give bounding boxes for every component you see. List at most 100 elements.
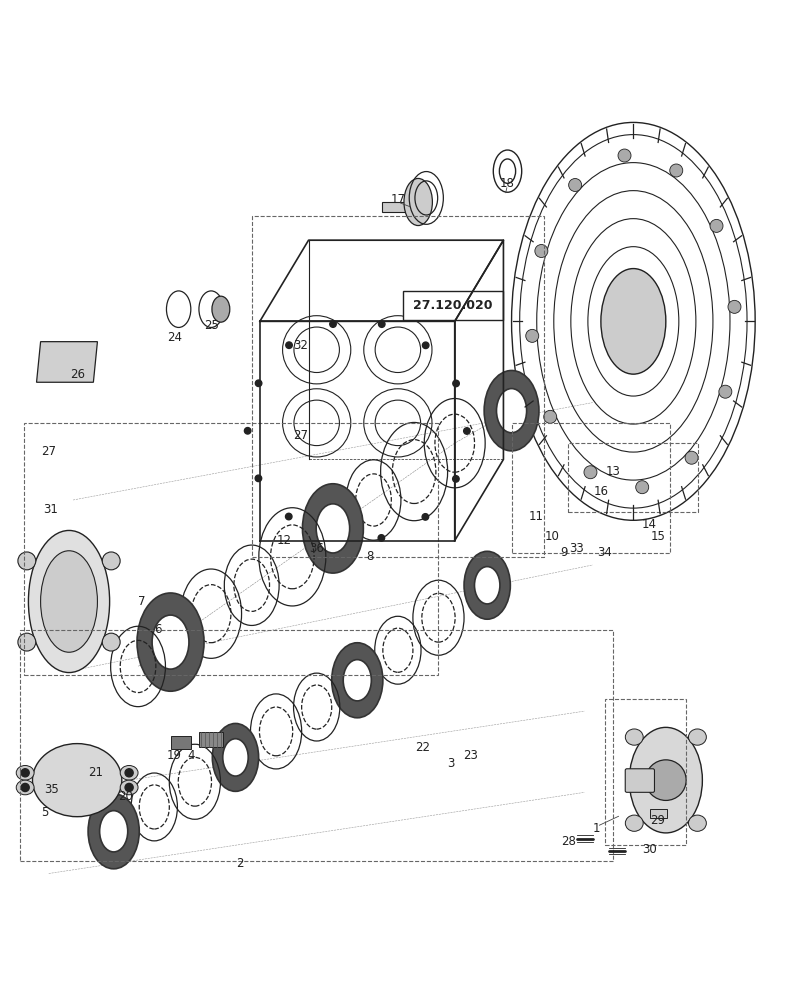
Ellipse shape — [629, 727, 702, 833]
Text: 8: 8 — [365, 550, 373, 563]
Ellipse shape — [88, 794, 139, 869]
Circle shape — [378, 321, 384, 327]
Circle shape — [718, 385, 731, 398]
Circle shape — [645, 760, 685, 800]
Text: 9: 9 — [560, 546, 568, 559]
Text: 27.120.020: 27.120.020 — [413, 299, 492, 312]
Bar — [604, 699, 685, 845]
Text: 34: 34 — [597, 546, 611, 559]
Circle shape — [635, 481, 648, 494]
Bar — [170, 736, 191, 749]
Ellipse shape — [212, 296, 230, 322]
Ellipse shape — [302, 484, 363, 573]
Circle shape — [453, 380, 459, 387]
Bar — [199, 732, 223, 747]
Text: 12: 12 — [277, 534, 291, 547]
Text: 27: 27 — [293, 429, 307, 442]
Text: 24: 24 — [167, 331, 182, 344]
Circle shape — [329, 321, 336, 327]
Text: 6: 6 — [154, 623, 162, 636]
Ellipse shape — [102, 552, 120, 570]
Circle shape — [709, 219, 722, 232]
Ellipse shape — [18, 633, 36, 651]
Ellipse shape — [16, 780, 34, 795]
Ellipse shape — [496, 389, 526, 433]
Text: 30: 30 — [642, 843, 656, 856]
Circle shape — [21, 783, 29, 792]
Ellipse shape — [120, 765, 138, 780]
Ellipse shape — [688, 729, 706, 745]
Text: 16: 16 — [593, 485, 607, 498]
Circle shape — [534, 245, 547, 258]
Ellipse shape — [152, 615, 189, 669]
FancyBboxPatch shape — [624, 769, 654, 792]
Text: 3: 3 — [446, 757, 454, 770]
Ellipse shape — [315, 504, 350, 553]
Text: 10: 10 — [544, 530, 559, 543]
Ellipse shape — [32, 744, 122, 817]
Text: 27: 27 — [41, 445, 56, 458]
Circle shape — [255, 475, 261, 482]
Ellipse shape — [483, 370, 539, 451]
Circle shape — [125, 783, 133, 792]
Text: 33: 33 — [569, 542, 583, 555]
Bar — [381, 202, 410, 212]
Text: 19: 19 — [167, 749, 182, 762]
Text: 21: 21 — [88, 766, 103, 779]
Circle shape — [244, 428, 251, 434]
Text: 35: 35 — [44, 783, 58, 796]
Text: 13: 13 — [605, 465, 620, 478]
Text: 20: 20 — [118, 790, 133, 803]
Ellipse shape — [222, 739, 248, 776]
Bar — [568, 443, 697, 512]
Bar — [649, 809, 667, 818]
Text: 1: 1 — [592, 822, 600, 835]
Text: 28: 28 — [560, 835, 575, 848]
Circle shape — [583, 466, 596, 479]
Circle shape — [255, 380, 261, 387]
Text: 29: 29 — [650, 814, 664, 827]
Ellipse shape — [624, 729, 642, 745]
Circle shape — [525, 329, 538, 342]
Circle shape — [684, 451, 697, 464]
Text: 23: 23 — [463, 749, 478, 762]
Polygon shape — [36, 342, 97, 382]
Text: 22: 22 — [414, 741, 429, 754]
Ellipse shape — [137, 593, 204, 691]
Text: 2: 2 — [235, 857, 243, 870]
Circle shape — [452, 476, 458, 482]
Circle shape — [727, 300, 740, 313]
Circle shape — [568, 179, 581, 191]
Circle shape — [543, 410, 556, 423]
Ellipse shape — [28, 530, 109, 673]
Text: 25: 25 — [204, 319, 218, 332]
Circle shape — [422, 514, 428, 520]
Bar — [24, 423, 438, 675]
Circle shape — [422, 342, 428, 349]
Ellipse shape — [624, 815, 642, 831]
Ellipse shape — [688, 815, 706, 831]
Ellipse shape — [474, 567, 500, 604]
Bar — [511, 423, 669, 553]
Ellipse shape — [100, 811, 127, 852]
Text: 14: 14 — [642, 518, 656, 531]
Ellipse shape — [120, 780, 138, 795]
Text: 17: 17 — [390, 193, 405, 206]
Circle shape — [669, 164, 682, 177]
Circle shape — [329, 535, 336, 541]
Circle shape — [378, 535, 384, 541]
Ellipse shape — [41, 551, 97, 652]
Text: 15: 15 — [650, 530, 664, 543]
Ellipse shape — [343, 660, 371, 701]
Text: 36: 36 — [309, 542, 324, 555]
Ellipse shape — [600, 269, 665, 374]
Bar — [20, 630, 612, 861]
Ellipse shape — [404, 178, 431, 226]
Text: 18: 18 — [500, 177, 514, 190]
Ellipse shape — [463, 551, 509, 619]
Text: 31: 31 — [43, 503, 58, 516]
Ellipse shape — [332, 643, 383, 718]
Circle shape — [21, 769, 29, 777]
Ellipse shape — [212, 723, 258, 791]
Text: 4: 4 — [187, 749, 195, 762]
